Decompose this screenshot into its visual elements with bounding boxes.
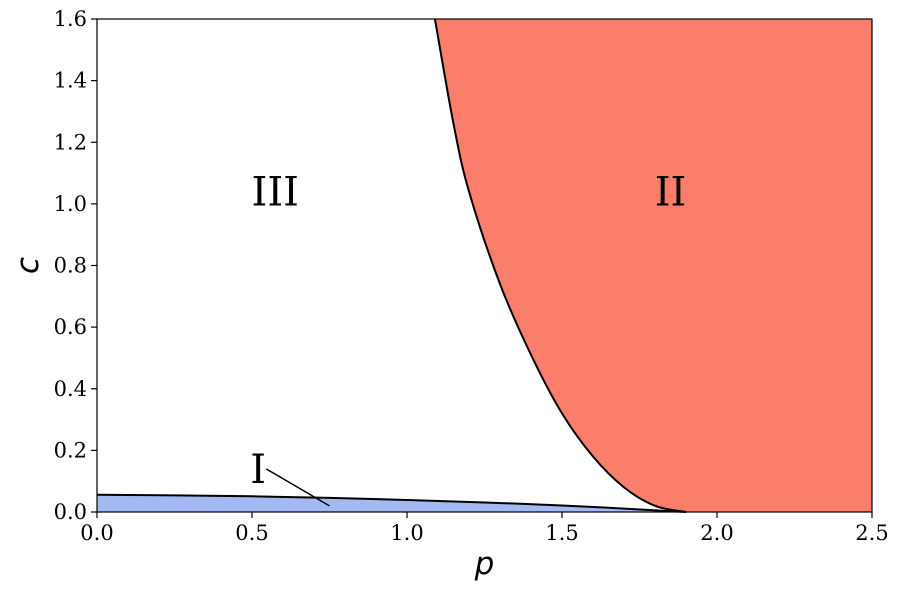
regions-layer xyxy=(97,19,872,512)
x-tick-label: 2.0 xyxy=(700,521,733,545)
y-tick-label: 0.8 xyxy=(54,254,87,278)
region-label-I: I xyxy=(250,447,266,493)
annotations-layer: III III xyxy=(250,170,687,507)
region-I-fill xyxy=(97,494,686,512)
region-I-boundary xyxy=(96,493,687,513)
y-tick-label: 1.4 xyxy=(54,69,87,93)
x-axis-ticks: 0.0 0.5 1.0 1.5 2.0 2.5 xyxy=(80,512,889,545)
x-axis-label: p xyxy=(474,546,495,582)
region-I-pointer xyxy=(265,468,330,507)
region-label-III: III xyxy=(252,170,299,216)
x-tick-label: 0.0 xyxy=(80,521,113,545)
y-tick-label: 0.2 xyxy=(54,438,87,462)
y-tick-label: 0.0 xyxy=(54,500,87,524)
y-tick-label: 0.6 xyxy=(54,315,87,339)
x-tick-label: 0.5 xyxy=(235,521,268,545)
y-axis-ticks: 0.0 0.2 0.4 0.6 0.8 1.0 1.2 1.4 1.6 xyxy=(54,7,97,524)
x-tick-label: 2.5 xyxy=(855,521,888,545)
boundary-curves-layer xyxy=(96,18,687,513)
y-axis-label: c xyxy=(10,257,46,274)
region-label-II: II xyxy=(655,170,687,216)
region-II-boundary xyxy=(433,18,687,513)
region-II-fill xyxy=(434,19,872,512)
x-tick-label: 1.5 xyxy=(545,521,578,545)
y-tick-label: 1.2 xyxy=(54,130,87,154)
y-tick-label: 1.6 xyxy=(54,7,87,31)
y-tick-label: 1.0 xyxy=(54,192,87,216)
y-tick-label: 0.4 xyxy=(54,377,87,401)
x-tick-label: 1.0 xyxy=(390,521,423,545)
